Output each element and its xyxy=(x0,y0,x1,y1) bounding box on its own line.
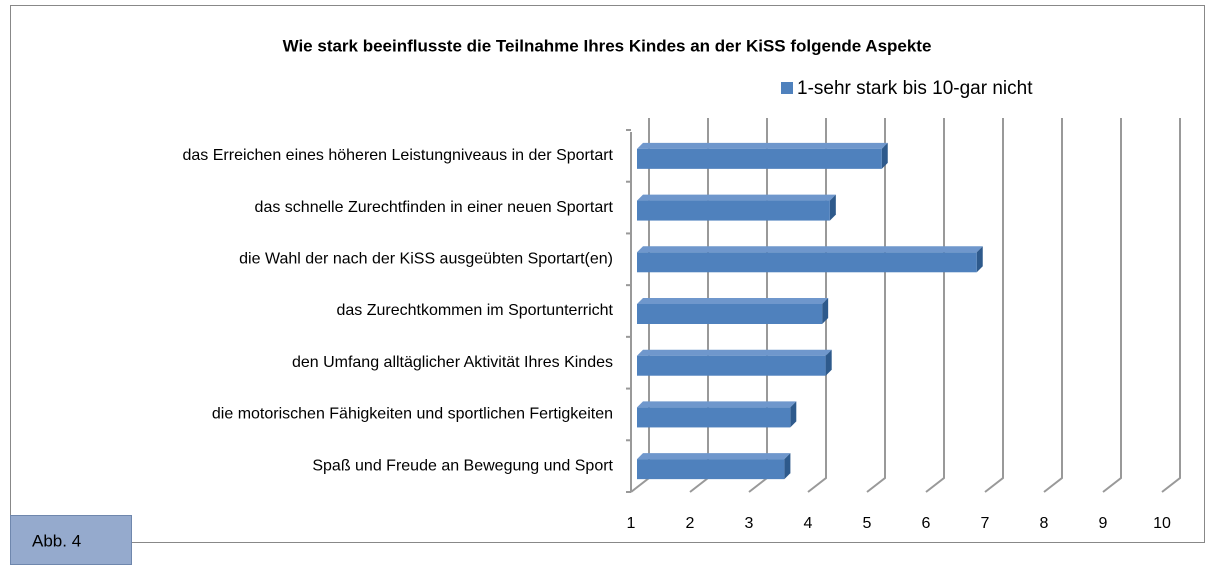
grid-line xyxy=(1102,118,1122,493)
bar xyxy=(637,401,797,428)
bar xyxy=(637,246,983,273)
x-tick-label: 3 xyxy=(745,515,754,532)
x-tick-label: 4 xyxy=(804,515,813,532)
bar-face xyxy=(637,252,977,273)
bar-face xyxy=(637,200,830,221)
grid-line xyxy=(807,118,827,493)
bar-face xyxy=(637,355,826,376)
grid-line xyxy=(1161,118,1181,493)
bar-face xyxy=(790,401,797,428)
x-tick-label: 8 xyxy=(1040,515,1049,532)
y-tick-label: die motorischen Fähigkeiten und sportlic… xyxy=(212,406,613,423)
x-tick-label: 5 xyxy=(863,515,872,532)
bar-face xyxy=(637,401,797,408)
y-tick-label: das Erreichen eines höheren Leistungnive… xyxy=(183,147,614,164)
legend-swatch xyxy=(781,82,793,94)
bar-face xyxy=(637,407,791,428)
bar-face xyxy=(637,194,836,201)
caption-box xyxy=(10,515,132,565)
bar-face xyxy=(637,349,832,356)
grid-line xyxy=(925,118,945,493)
bar xyxy=(637,194,836,221)
chart-title: Wie stark beeinflusste die Teilnahme Ihr… xyxy=(283,36,932,55)
chart-border xyxy=(10,5,1205,543)
bar-face xyxy=(637,246,983,253)
bar-face xyxy=(822,298,829,324)
legend-label: 1-sehr stark bis 10-gar nicht xyxy=(797,78,1033,99)
bar-face xyxy=(784,453,791,480)
bar-face xyxy=(637,298,829,304)
bar xyxy=(637,298,829,324)
bar xyxy=(637,453,791,480)
bar-face xyxy=(637,142,888,149)
grid-line xyxy=(984,118,1004,493)
bar-face xyxy=(637,148,882,169)
bar-face xyxy=(829,194,836,221)
x-tick-label: 1 xyxy=(627,515,636,532)
grid-line xyxy=(866,118,886,493)
bar xyxy=(637,349,832,376)
caption: Abb. 4 xyxy=(32,531,81,550)
bar xyxy=(637,142,888,169)
x-tick-label: 7 xyxy=(981,515,990,532)
grid-line xyxy=(1043,118,1063,493)
bar-face xyxy=(637,304,823,324)
x-tick-label: 10 xyxy=(1153,515,1171,532)
x-tick-label: 9 xyxy=(1099,515,1108,532)
x-tick-label: 2 xyxy=(686,515,695,532)
y-tick-label: die Wahl der nach der KiSS ausgeübten Sp… xyxy=(239,251,613,268)
y-tick-label: das Zurechtkommen im Sportunterricht xyxy=(336,302,613,319)
y-tick-label: den Umfang alltäglicher Aktivität Ihres … xyxy=(292,354,613,371)
bar-face xyxy=(637,459,785,480)
x-tick-label: 6 xyxy=(922,515,931,532)
bar-face xyxy=(881,142,888,169)
y-tick-label: das schnelle Zurechtfinden in einer neue… xyxy=(255,199,614,216)
bar-face xyxy=(976,246,983,273)
bar-face xyxy=(825,349,832,376)
bar-face xyxy=(637,453,791,460)
y-tick-label: Spaß und Freude an Bewegung und Sport xyxy=(312,457,613,474)
